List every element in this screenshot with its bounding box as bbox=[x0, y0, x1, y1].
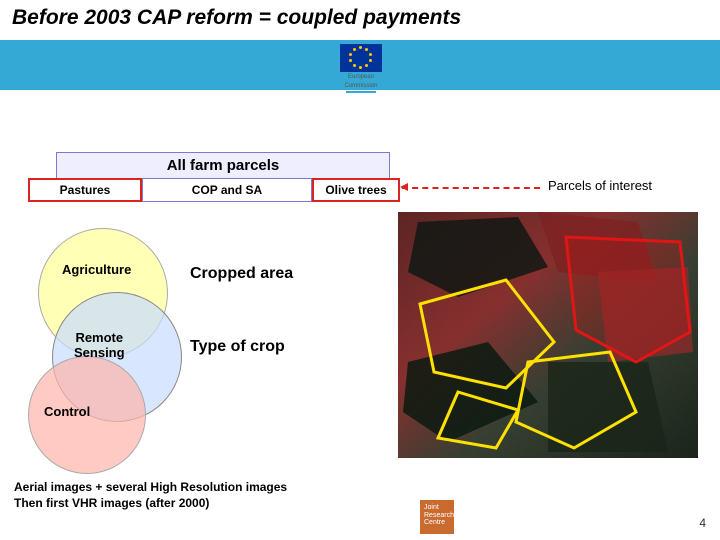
venn-label-remote-sensing: Remote Sensing bbox=[74, 330, 125, 360]
box-all-farm-parcels: All farm parcels bbox=[56, 152, 390, 179]
jrc-badge: Joint Research Centre bbox=[420, 500, 454, 534]
ec-underline bbox=[346, 91, 376, 93]
footer-line-2: Then first VHR images (after 2000) bbox=[14, 496, 209, 510]
parcels-interest-connector bbox=[402, 187, 540, 189]
venn-label-control: Control bbox=[44, 404, 90, 419]
result-type-of-crop: Type of crop bbox=[190, 338, 285, 356]
result-cropped-area: Cropped area bbox=[190, 265, 293, 283]
box-cop-and-sa: COP and SA bbox=[142, 178, 312, 202]
parcels-of-interest-label: Parcels of interest bbox=[548, 178, 652, 193]
satellite-svg bbox=[398, 212, 698, 458]
box-pastures: Pastures bbox=[28, 178, 142, 202]
eu-flag-icon bbox=[340, 44, 382, 72]
ec-logo: European Commission bbox=[330, 44, 392, 93]
satellite-image bbox=[398, 212, 698, 458]
footer-line-1: Aerial images + several High Resolution … bbox=[14, 480, 287, 494]
ec-label-1: European bbox=[330, 74, 392, 81]
venn-label-agriculture: Agriculture bbox=[62, 262, 131, 277]
ec-label-2: Commission bbox=[330, 83, 392, 90]
box-olive-trees: Olive trees bbox=[312, 178, 400, 202]
slide-root: Before 2003 CAP reform = coupled payment… bbox=[0, 0, 720, 540]
arrow-left-icon bbox=[400, 183, 408, 191]
page-number: 4 bbox=[699, 516, 706, 530]
slide-title: Before 2003 CAP reform = coupled payment… bbox=[12, 6, 461, 30]
